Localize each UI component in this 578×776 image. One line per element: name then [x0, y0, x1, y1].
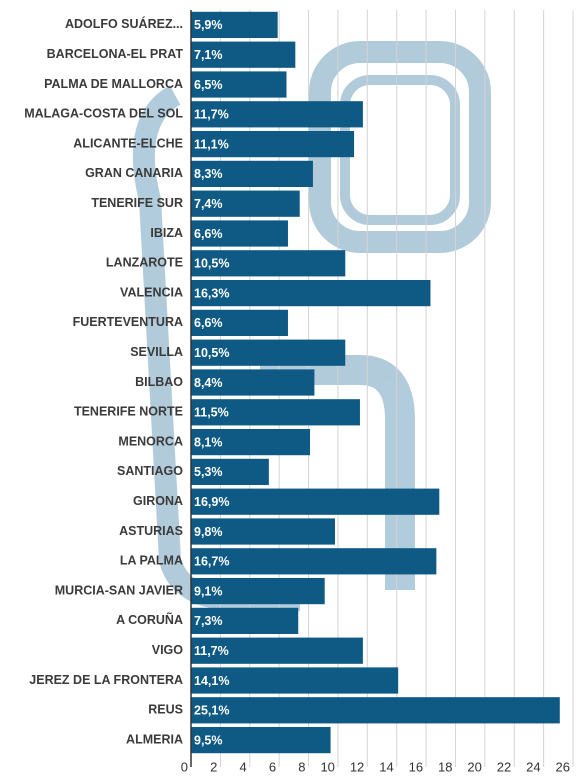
value-label: 8,4%: [194, 376, 223, 390]
value-label: 7,4%: [194, 197, 223, 211]
value-label: 9,1%: [194, 584, 223, 598]
x-tick-label: 0: [181, 759, 188, 774]
x-tick-label: 22: [497, 759, 511, 774]
x-tick-label: 8: [298, 759, 305, 774]
x-tick-label: 26: [556, 759, 570, 774]
category-label: MURCIA-SAN JAVIER: [55, 583, 183, 597]
value-label: 9,5%: [194, 733, 223, 747]
x-tick-label: 24: [526, 759, 540, 774]
category-label: VIGO: [152, 643, 184, 657]
value-label: 16,3%: [194, 286, 229, 300]
value-label: 5,3%: [194, 465, 223, 479]
value-label: 10,5%: [194, 257, 229, 271]
category-label: IBIZA: [150, 226, 183, 240]
illustration-window-inner: [345, 80, 455, 220]
value-label: 9,8%: [194, 525, 223, 539]
bar: [191, 697, 560, 723]
category-label: TENERIFE SUR: [91, 196, 183, 210]
x-tick-label: 12: [350, 759, 364, 774]
value-label: 6,6%: [194, 227, 223, 241]
value-label: 11,1%: [194, 137, 229, 151]
value-label: 6,5%: [194, 78, 223, 92]
value-label: 16,9%: [194, 495, 229, 509]
category-label: ALICANTE-ELCHE: [73, 136, 183, 150]
x-tick-label: 14: [379, 759, 393, 774]
x-tick-label: 2: [210, 759, 217, 774]
value-label: 11,7%: [194, 644, 229, 658]
x-tick-label: 18: [438, 759, 452, 774]
value-label: 25,1%: [194, 704, 229, 718]
value-label: 6,6%: [194, 316, 223, 330]
category-label: SEVILLA: [130, 345, 183, 359]
value-label: 11,5%: [194, 406, 229, 420]
category-label: JEREZ DE LA FRONTERA: [29, 673, 183, 687]
value-label: 8,3%: [194, 167, 223, 181]
value-label: 11,7%: [194, 108, 229, 122]
x-tick-label: 20: [467, 759, 481, 774]
category-label: BARCELONA-EL PRAT: [47, 47, 184, 61]
category-label: MENORCA: [118, 434, 183, 448]
x-tick-label: 4: [240, 759, 247, 774]
value-label: 16,7%: [194, 555, 229, 569]
value-label: 10,5%: [194, 346, 229, 360]
category-label: GRAN CANARIA: [85, 166, 183, 180]
x-tick-label: 10: [320, 759, 334, 774]
category-label: ADOLFO SUÁREZ...: [65, 16, 183, 31]
value-label: 14,1%: [194, 674, 229, 688]
x-tick-label: 6: [269, 759, 276, 774]
category-label: A CORUÑA: [116, 612, 183, 627]
category-label: LA PALMA: [120, 554, 183, 568]
category-label: SANTIAGO: [117, 464, 183, 478]
category-label: VALENCIA: [120, 285, 183, 299]
value-label: 7,1%: [194, 48, 223, 62]
category-label: ASTURIAS: [119, 524, 183, 538]
x-tick-label: 16: [409, 759, 423, 774]
value-label: 5,9%: [194, 18, 223, 32]
value-label: 7,3%: [194, 614, 223, 628]
category-label: REUS: [148, 703, 183, 717]
category-label: GIRONA: [133, 494, 183, 508]
category-label: FUERTEVENTURA: [73, 315, 183, 329]
category-label: PALMA DE MALLORCA: [44, 77, 183, 91]
value-label: 8,1%: [194, 435, 223, 449]
category-label: MALAGA-COSTA DEL SOL: [24, 107, 183, 121]
category-label: TENERIFE NORTE: [74, 405, 183, 419]
category-label: ALMERIA: [126, 732, 183, 746]
category-label: LANZAROTE: [106, 256, 183, 270]
chart: 02468101214161820222426ADOLFO SUÁREZ...5…: [0, 0, 578, 776]
category-label: BILBAO: [135, 375, 183, 389]
